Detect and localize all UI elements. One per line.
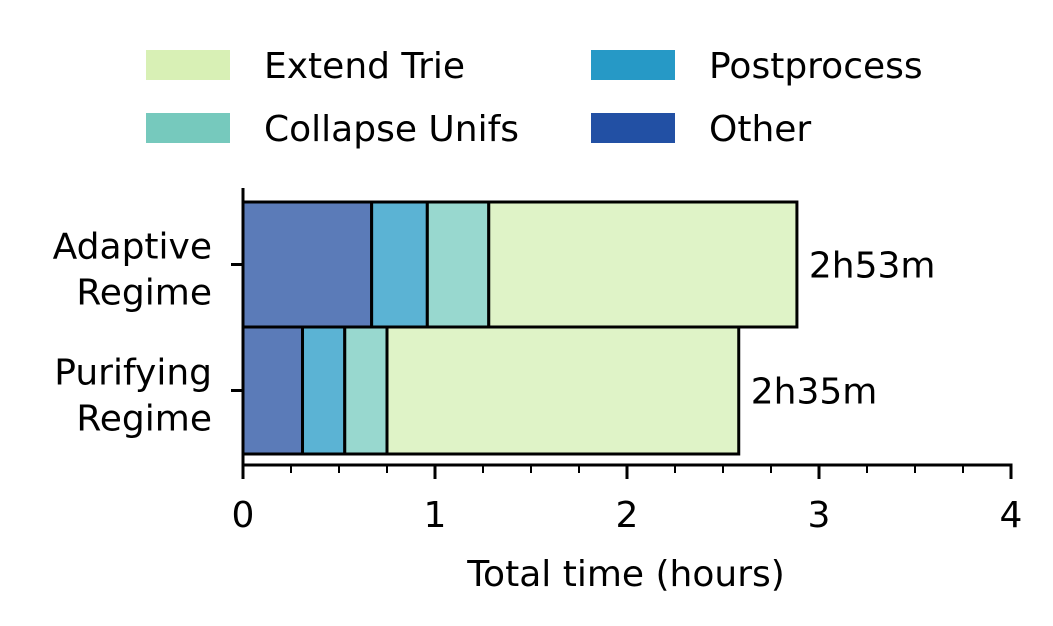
bar-other-2 (241, 325, 305, 456)
legend-label-collapse-unifs: Collapse Unifs (264, 109, 519, 150)
legend-swatch-postprocess (591, 50, 675, 80)
legend-label-postprocess: Postprocess (709, 46, 923, 87)
x-tick-label-1: 1 (424, 495, 447, 536)
total-label-2: 2h35m (751, 372, 878, 413)
total-label-1: 2h53m (809, 246, 936, 287)
legend-label-extend-trie: Extend Trie (264, 46, 465, 87)
bar-postprocess-1 (370, 200, 429, 329)
x-tick-label-4: 4 (1000, 495, 1023, 536)
bar-collapse-unifs-2 (343, 325, 389, 456)
legend-swatch-extend-trie (146, 50, 230, 80)
category-label-2-line-2: Regime (76, 399, 212, 440)
legend-swatch-other (591, 113, 675, 143)
x-tick-label-2: 2 (616, 495, 639, 536)
bar-extend-trie-1 (487, 200, 799, 329)
x-tick-label-3: 3 (808, 495, 831, 536)
category-label-2-line-1: Purifying (54, 353, 212, 394)
bar-extend-trie-2 (385, 325, 741, 456)
bar-other-1 (241, 200, 374, 329)
x-axis-label: Total time (hours) (466, 554, 785, 595)
bar-postprocess-2 (301, 325, 347, 456)
bar-collapse-unifs-1 (425, 200, 491, 329)
legend-swatch-collapse-unifs (146, 113, 230, 143)
category-label-1-line-2: Regime (76, 273, 212, 314)
legend: Extend Trie Postprocess Collapse Unifs Othe… (146, 46, 923, 150)
legend-label-other: Other (709, 109, 811, 150)
x-tick-label-0: 0 (232, 495, 255, 536)
category-label-1-line-1: Adaptive (53, 227, 212, 268)
axes: 0 1 2 3 4 (231, 188, 1022, 536)
bars: 2h53m Adaptive Regime 2h35m Purifying Regime (53, 200, 936, 456)
